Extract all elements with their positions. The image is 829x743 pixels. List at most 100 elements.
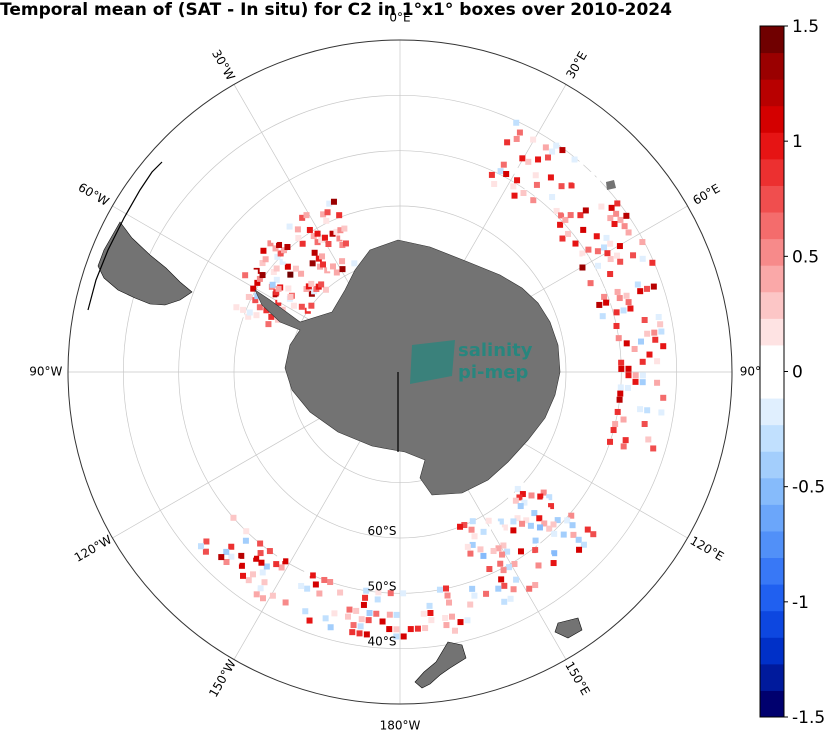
data-cell <box>443 622 450 629</box>
data-cell <box>503 171 510 178</box>
data-cell <box>335 596 342 603</box>
data-cell <box>463 587 470 594</box>
data-cell <box>270 268 277 275</box>
map-frame <box>67 39 733 705</box>
data-cell <box>325 241 332 248</box>
data-cell <box>650 283 657 290</box>
data-cell <box>280 247 287 254</box>
data-cell <box>642 414 649 421</box>
data-cell <box>620 416 627 423</box>
data-cell <box>298 303 305 310</box>
data-cell <box>218 554 225 561</box>
data-cell <box>532 547 539 554</box>
data-cell <box>558 183 565 190</box>
data-cell <box>623 212 630 219</box>
data-cell <box>464 617 471 624</box>
data-cell <box>531 510 538 517</box>
data-cell <box>308 280 315 287</box>
data-cell <box>620 307 627 314</box>
data-cell <box>287 293 294 300</box>
data-cell <box>272 245 279 252</box>
data-cell <box>616 243 623 250</box>
data-cell <box>245 577 252 584</box>
colorbar-swatch <box>760 158 784 186</box>
data-cell <box>644 407 651 414</box>
data-cell <box>508 492 515 499</box>
data-cell <box>491 180 498 187</box>
data-cell <box>623 340 630 347</box>
data-cell <box>500 161 507 168</box>
data-cell <box>634 447 641 454</box>
latitude-label: 40°S <box>368 635 397 649</box>
data-cell <box>577 161 584 168</box>
data-cell <box>341 225 348 232</box>
data-cell <box>275 285 282 292</box>
data-cell <box>284 263 291 270</box>
data-cell <box>469 541 476 548</box>
data-cell <box>243 528 250 535</box>
data-cell <box>350 622 357 629</box>
data-cell <box>250 285 257 292</box>
data-cell <box>471 533 478 540</box>
data-cell <box>594 262 601 269</box>
data-cell <box>598 288 605 295</box>
colorbar-swatch <box>760 504 784 532</box>
data-cell <box>590 531 597 538</box>
data-cell <box>501 582 508 589</box>
data-cell <box>569 522 576 529</box>
data-cell <box>349 629 356 636</box>
data-cell <box>254 279 261 286</box>
data-cell <box>290 302 297 309</box>
data-cell <box>516 129 523 136</box>
data-cell <box>512 497 519 504</box>
data-cell <box>544 507 551 514</box>
data-cell <box>257 550 264 557</box>
longitude-label: 180°W <box>380 719 421 733</box>
data-cell <box>346 606 353 613</box>
data-cell <box>654 358 661 365</box>
data-cell <box>449 613 456 620</box>
data-cell <box>637 338 644 345</box>
data-cell <box>564 517 571 524</box>
data-cell <box>558 212 565 219</box>
data-cell <box>506 564 513 571</box>
kerguelen-island <box>606 180 616 190</box>
latitude-label: 50°S <box>368 579 397 593</box>
data-cell <box>630 339 637 346</box>
data-cell <box>400 590 407 597</box>
data-cell <box>223 548 230 555</box>
data-cell <box>549 148 556 155</box>
data-cell <box>565 230 572 237</box>
data-cell <box>520 190 527 197</box>
colorbar-swatch <box>760 212 784 240</box>
data-cell <box>362 594 369 601</box>
data-cell <box>233 304 240 311</box>
data-cell <box>506 512 513 519</box>
data-cell <box>645 436 652 443</box>
data-cell <box>333 228 340 235</box>
data-cell <box>310 233 317 240</box>
data-cell <box>426 602 433 609</box>
data-cell <box>271 236 278 243</box>
colorbar-tick-label: -0.5 <box>792 478 825 498</box>
data-cell <box>579 250 586 257</box>
data-cell <box>535 156 542 163</box>
data-cell <box>238 311 245 318</box>
data-cell <box>624 384 631 391</box>
data-cell <box>582 255 589 262</box>
data-cell <box>253 312 260 319</box>
data-cell <box>510 183 517 190</box>
data-cell <box>567 212 574 219</box>
data-cell <box>256 304 263 311</box>
data-cell <box>543 218 550 225</box>
data-cell <box>412 596 419 603</box>
longitude-label: 90°W <box>29 365 62 379</box>
data-cell <box>519 491 526 498</box>
longitude-label: 0°E <box>389 10 410 24</box>
data-cell <box>486 566 493 573</box>
data-cell <box>547 222 554 229</box>
data-cell <box>233 558 240 565</box>
longitude-label: 60°W <box>76 180 112 209</box>
data-cell <box>365 617 372 624</box>
